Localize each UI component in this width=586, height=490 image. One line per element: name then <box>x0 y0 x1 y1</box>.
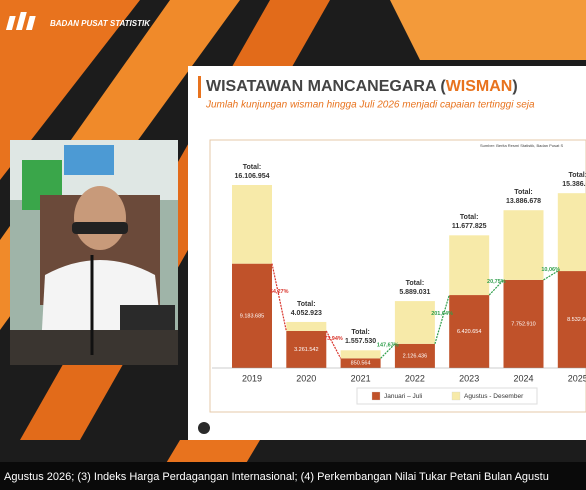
bar-segment <box>394 343 435 368</box>
bar-segment <box>557 193 586 272</box>
legend-swatch <box>371 391 381 401</box>
org-name: BADAN PUSAT STATISTIK <box>50 19 151 28</box>
growth-arrow <box>434 294 450 345</box>
bar-segment <box>286 321 327 331</box>
x-tick-label: 2024 <box>513 373 533 383</box>
ticker-bar <box>0 462 586 490</box>
total-caption: Total: <box>514 189 533 196</box>
x-tick-label: 2020 <box>296 373 316 383</box>
x-tick-label: 2025 <box>568 373 586 383</box>
growth-label: 201,64% <box>431 311 453 317</box>
bar-segment <box>449 295 490 368</box>
bar-segment <box>232 185 272 264</box>
bar-segment <box>557 271 586 368</box>
slide-title: WISATAWAN MANCANEGARA (WISMAN) <box>206 78 518 95</box>
total-label: 13.886.678 <box>506 198 541 205</box>
x-tick-label: 2019 <box>242 373 262 383</box>
ticker: Agustus 2026; (3) Indeks Harga Perdagang… <box>4 471 549 483</box>
total-caption: Total: <box>569 172 586 179</box>
growth-label: 64,27% <box>270 289 289 295</box>
growth-label: 73,94% <box>324 336 343 342</box>
bar-segment <box>449 235 490 296</box>
title-part: WISMAN <box>446 78 513 95</box>
legend-swatch <box>451 391 461 401</box>
bar-segment <box>340 358 381 368</box>
bar-segment <box>503 279 544 368</box>
legend-label: Januari – Juli <box>384 393 422 400</box>
total-caption: Total: <box>351 329 370 336</box>
total-label: 11.677.825 <box>452 223 487 230</box>
x-tick-label: 2021 <box>351 373 371 383</box>
title-part: WISATAWAN MANCANEGARA ( <box>206 78 446 95</box>
value-label: 7.752.910 <box>511 321 535 327</box>
webcam <box>10 140 178 365</box>
value-label: 8.532.60 <box>567 317 586 323</box>
total-caption: Total: <box>406 280 425 287</box>
growth-label: 147,67% <box>377 343 399 349</box>
total-caption: Total: <box>460 214 479 221</box>
legend-box <box>356 387 538 405</box>
stripe <box>390 0 586 60</box>
bar-segment <box>394 301 435 344</box>
bar-segment <box>503 210 544 280</box>
value-label: 850.564 <box>351 361 371 367</box>
total-label: 4.052.923 <box>291 310 322 317</box>
value-label: 2.126.436 <box>403 353 427 359</box>
total-caption: Total: <box>297 301 316 308</box>
slide-icon <box>198 422 210 434</box>
source: Sumber: Berita Resmi Statistik, Badan Pu… <box>480 143 563 148</box>
bar-segment <box>286 330 327 368</box>
value-label: 3.261.542 <box>294 347 318 353</box>
legend-label: Agustus - Desember <box>464 393 524 400</box>
title-part: ) <box>512 78 517 95</box>
total-label: 16.106.954 <box>234 173 269 180</box>
total-label: 1.557.530 <box>345 338 376 345</box>
x-tick-label: 2023 <box>459 373 479 383</box>
bar-segment <box>340 350 381 359</box>
value-label: 6.420.654 <box>457 329 481 335</box>
total-caption: Total: <box>243 164 262 171</box>
title-accent <box>198 76 201 98</box>
total-label: 15.386.64 <box>562 181 586 188</box>
slide-subtitle: Jumlah kunjungan wisman hingga Juli 2026… <box>205 100 535 111</box>
bar-segment <box>232 263 272 368</box>
growth-label: 10,06% <box>541 267 560 273</box>
x-tick-label: 2022 <box>405 373 425 383</box>
growth-arrow <box>271 263 287 332</box>
growth-arrow <box>325 330 342 359</box>
growth-arrow <box>380 343 396 359</box>
growth-label: 20,75% <box>487 279 506 285</box>
value-label: 9.183.685 <box>240 313 264 319</box>
total-label: 5.889.031 <box>399 289 430 296</box>
stripe <box>0 0 140 180</box>
logo <box>5 12 36 30</box>
growth-arrow <box>488 279 504 296</box>
